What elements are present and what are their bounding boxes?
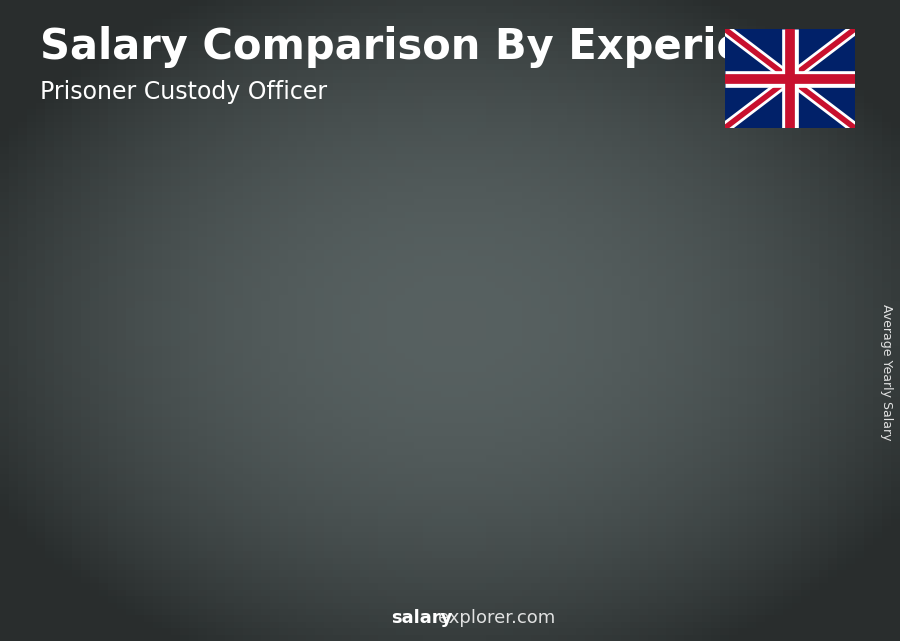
Text: salary: salary bbox=[392, 609, 453, 627]
Polygon shape bbox=[274, 381, 287, 577]
Polygon shape bbox=[634, 239, 647, 577]
Text: +30%: +30% bbox=[256, 261, 332, 285]
Polygon shape bbox=[446, 265, 526, 276]
Text: 52,700 GBP: 52,700 GBP bbox=[328, 299, 425, 317]
Text: +34%: +34% bbox=[136, 320, 212, 344]
Bar bbox=[325, 322, 395, 577]
Bar bbox=[205, 381, 274, 577]
Text: 63,700 GBP: 63,700 GBP bbox=[447, 245, 545, 263]
Polygon shape bbox=[724, 29, 855, 128]
Bar bbox=[685, 222, 755, 577]
Text: 30,200 GBP: 30,200 GBP bbox=[87, 408, 185, 426]
Text: 40,500 GBP: 40,500 GBP bbox=[208, 358, 305, 376]
FancyArrowPatch shape bbox=[280, 319, 315, 376]
Polygon shape bbox=[685, 217, 767, 231]
Bar bbox=[446, 269, 515, 577]
Text: +21%: +21% bbox=[376, 207, 452, 231]
Polygon shape bbox=[395, 322, 407, 577]
Text: 69,700 GBP: 69,700 GBP bbox=[568, 216, 665, 234]
FancyArrowPatch shape bbox=[520, 231, 555, 263]
Text: 73,300 GBP: 73,300 GBP bbox=[688, 199, 786, 217]
FancyArrowPatch shape bbox=[641, 210, 675, 235]
Polygon shape bbox=[755, 222, 767, 577]
Text: Salary Comparison By Experience: Salary Comparison By Experience bbox=[40, 26, 828, 68]
Text: explorer.com: explorer.com bbox=[392, 609, 554, 627]
Text: +5%: +5% bbox=[624, 161, 684, 185]
Polygon shape bbox=[515, 269, 526, 577]
Polygon shape bbox=[325, 319, 407, 328]
Text: +9%: +9% bbox=[504, 178, 564, 203]
Bar bbox=[86, 431, 155, 577]
Polygon shape bbox=[205, 378, 287, 386]
Polygon shape bbox=[565, 235, 647, 248]
Bar bbox=[565, 239, 634, 577]
Polygon shape bbox=[155, 431, 166, 577]
Polygon shape bbox=[86, 429, 166, 435]
Text: Prisoner Custody Officer: Prisoner Custody Officer bbox=[40, 80, 328, 104]
FancyArrowPatch shape bbox=[400, 265, 436, 317]
FancyArrowPatch shape bbox=[160, 376, 195, 426]
Text: Average Yearly Salary: Average Yearly Salary bbox=[880, 304, 893, 440]
